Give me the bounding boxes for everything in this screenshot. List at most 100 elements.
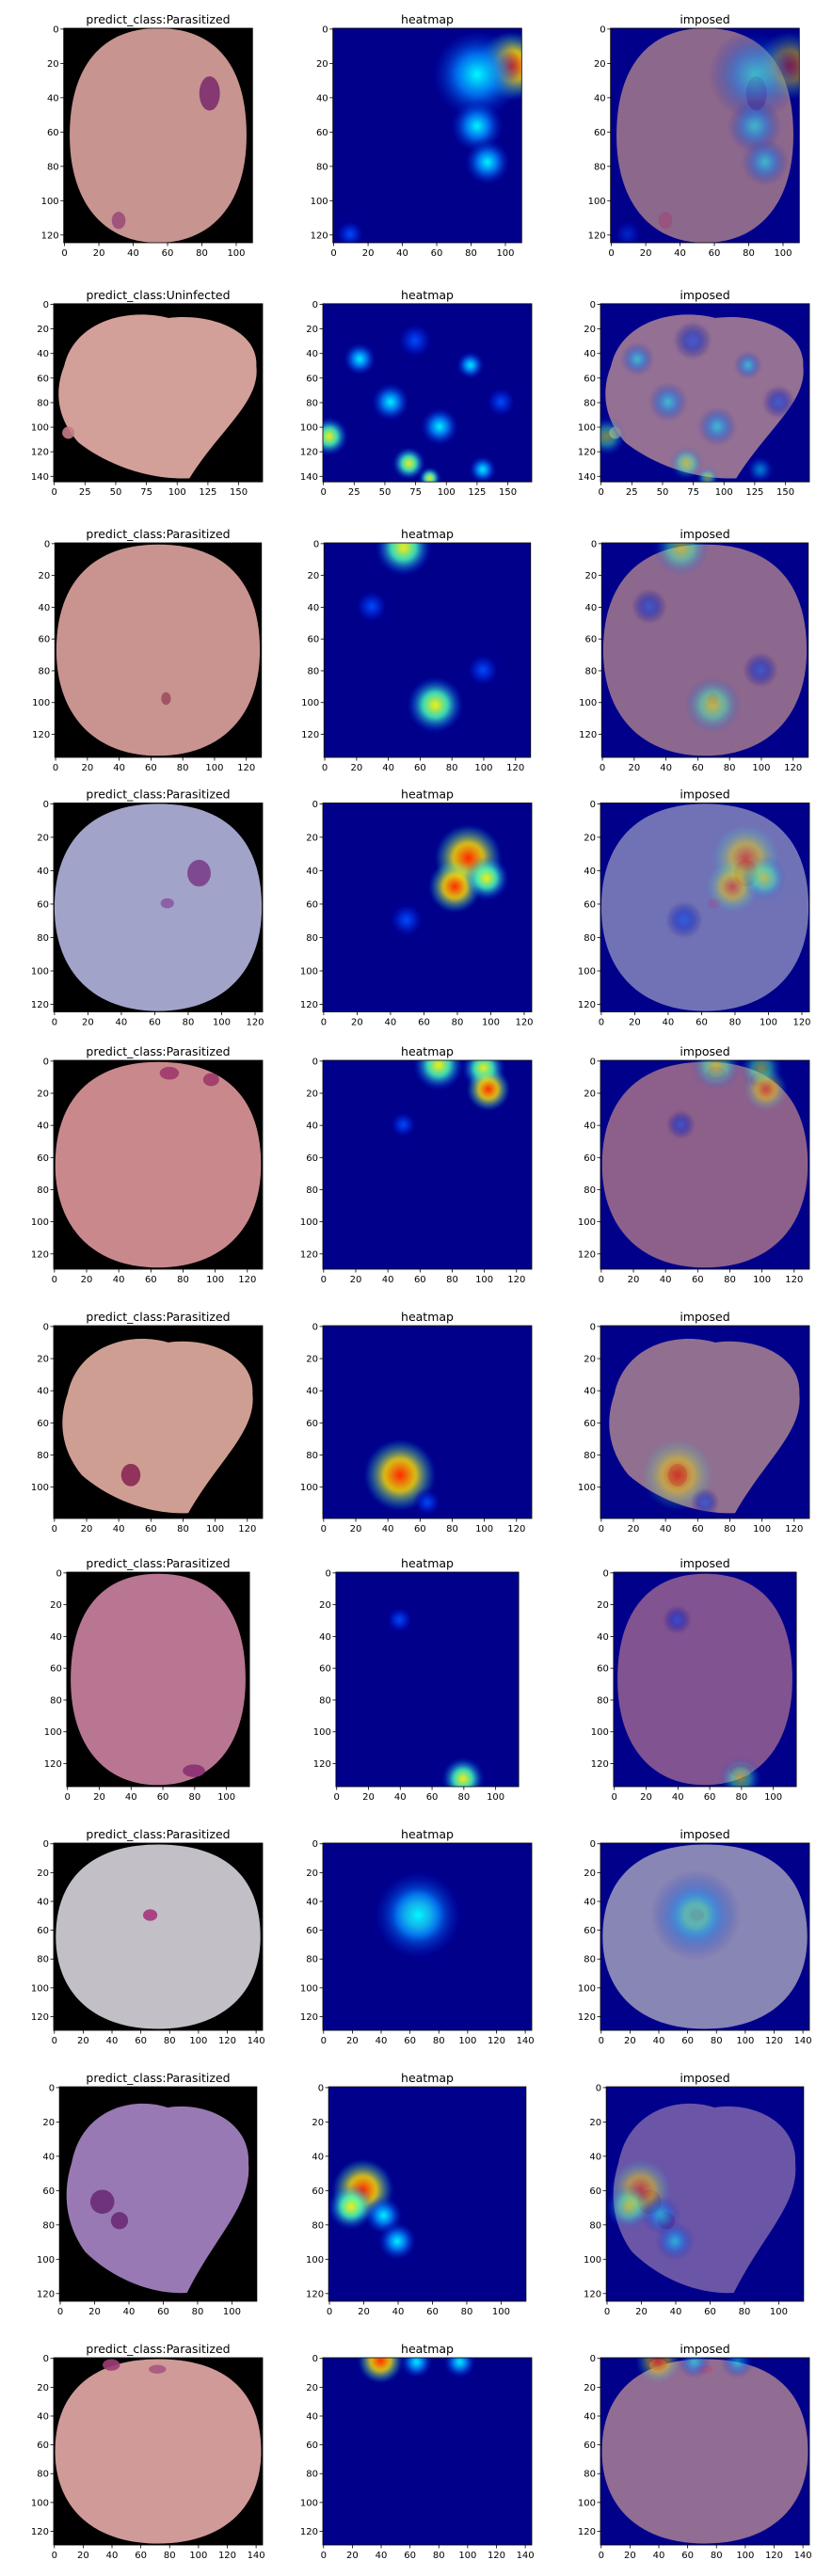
x-tick-label: 40	[382, 1524, 394, 1534]
x-tick-label: 60	[692, 1275, 704, 1285]
x-tick-label: 120	[506, 763, 524, 773]
y-tick-label: 60	[319, 1664, 331, 1675]
heat-spot	[456, 351, 485, 379]
axes-frame	[332, 27, 522, 244]
panel-original-5: predict_class:Parasitized 0 20 40 60 80 100 120…	[31, 1044, 264, 1285]
y-tick-label: 0	[53, 24, 58, 35]
y-tick-label: 100	[578, 1217, 596, 1228]
x-tick-label: 20	[351, 1018, 363, 1028]
y-tick-label: 60	[37, 2441, 49, 2451]
y-tick-label: 20	[584, 571, 597, 581]
x-tick-label: 20	[346, 2551, 359, 2561]
x-tick-label: 40	[653, 2551, 665, 2561]
y-tick-label: 20	[42, 2118, 55, 2128]
x-tick-label: 80	[177, 1524, 189, 1534]
x-tick-label: 120	[488, 2551, 505, 2561]
y-tick-label: 100	[300, 1483, 318, 1493]
y-tick-label: 0	[590, 2354, 596, 2364]
panel-title-original: predict_class:Parasitized	[86, 1310, 230, 1324]
y-tick-label: 80	[584, 1185, 596, 1196]
x-tick-label: 25	[626, 487, 638, 498]
panel-title-imposed: imposed	[680, 1556, 729, 1570]
heatmap-background	[323, 803, 532, 1012]
axes-frame	[322, 2357, 533, 2546]
axes-frame	[600, 2357, 810, 2546]
x-tick-label: 50	[110, 487, 122, 498]
y-tick-label: 100	[584, 2255, 601, 2266]
cell-shape	[54, 803, 263, 1011]
y-tick-label: 100	[301, 698, 319, 708]
x-tick-label: 40	[670, 2307, 682, 2317]
x-tick-label: 40	[106, 2551, 119, 2561]
axes-frame	[605, 2086, 805, 2302]
y-tick-label: 20	[306, 1089, 318, 1100]
heat-spot	[742, 139, 788, 185]
x-tick-label: 100	[774, 248, 792, 259]
cell-shape	[58, 314, 257, 479]
y-tick-label: 0	[312, 1839, 318, 1850]
heat-spot	[635, 2357, 680, 2383]
y-tick-label: 20	[37, 2383, 49, 2393]
panel-title-imposed: imposed	[680, 1044, 729, 1058]
y-tick-label: 0	[43, 300, 49, 310]
x-tick-label: 60	[145, 763, 157, 773]
panel-original-1: predict_class:Parasitized 0 20 40 60 80 100 0 20…	[41, 12, 253, 259]
heat-spot	[721, 2357, 754, 2378]
heat-spot	[606, 2184, 651, 2230]
y-tick-label: 20	[312, 2118, 324, 2128]
panel-title-imposed: imposed	[680, 787, 729, 802]
heat-spot	[419, 467, 441, 483]
parasite-stain	[183, 1764, 205, 1777]
heat-spot	[378, 2222, 417, 2261]
panel-heatmap-10: heatmap 0 20 40 60 80 100 120 140 0 20 40 60 80 100 120	[300, 2342, 535, 2561]
axes-frame	[600, 542, 809, 758]
x-tick-label: 0	[612, 1792, 617, 1803]
x-tick-label: 75	[687, 487, 699, 498]
x-tick-label: 80	[177, 763, 189, 773]
panel-title-imposed: imposed	[680, 1310, 729, 1324]
parasite-stain	[161, 692, 171, 706]
x-tick-label: 120	[765, 2036, 783, 2046]
panel-original-3: predict_class:Parasitized 0 20 40 60 80 100 120…	[32, 527, 263, 773]
panel-original-10: predict_class:Parasitized 0 20 40 60 80 100 120…	[31, 2342, 265, 2561]
panel-title-imposed: imposed	[680, 1827, 729, 1841]
x-tick-label: 100	[764, 1792, 782, 1803]
y-tick-label: 0	[43, 1057, 49, 1067]
x-tick-label: 100	[223, 2307, 241, 2317]
y-tick-label: 40	[307, 603, 319, 613]
x-tick-label: 0	[52, 1018, 57, 1028]
y-tick-label: 100	[578, 1983, 596, 1994]
panel-original-8: predict_class:Parasitized 0 20 40 60 80 100 120…	[31, 1827, 265, 2046]
x-tick-label: 20	[93, 1792, 105, 1803]
panel-title-original: predict_class:Parasitized	[86, 1556, 230, 1570]
y-tick-label: 60	[306, 2441, 318, 2451]
y-tick-label: 120	[31, 2012, 49, 2023]
y-tick-label: 20	[306, 833, 318, 843]
y-tick-label: 20	[584, 833, 596, 843]
x-tick-label: 60	[145, 1275, 157, 1285]
x-tick-label: 100	[458, 2551, 476, 2561]
x-tick-label: 40	[663, 1018, 675, 1028]
y-tick-label: 80	[37, 1451, 49, 1461]
axes-frame	[322, 803, 533, 1012]
panel-title-imposed: imposed	[680, 288, 729, 302]
y-tick-label: 0	[312, 1322, 318, 1332]
y-tick-label: 80	[307, 666, 319, 676]
x-tick-label: 60	[704, 1792, 716, 1803]
x-tick-label: 80	[446, 763, 458, 773]
y-tick-label: 60	[37, 1153, 49, 1164]
x-tick-label: 60	[135, 2036, 147, 2046]
heat-spot	[684, 676, 742, 733]
panel-original-2: predict_class:Uninfected 0 25 50 75 100 125 150…	[31, 288, 264, 498]
panel-imposed-10: imposed 0 20 40 60 80 100 120 140 0 20 40 60 80 100 120	[578, 2342, 812, 2561]
x-tick-label: 40	[674, 248, 686, 259]
x-tick-label: 80	[724, 1275, 736, 1285]
axes-frame	[53, 2357, 264, 2546]
y-tick-label: 40	[584, 2411, 596, 2422]
y-tick-label: 0	[312, 1057, 318, 1067]
y-tick-label: 120	[300, 448, 318, 458]
heat-spot	[652, 543, 710, 576]
x-tick-label: 20	[362, 248, 375, 259]
parasite-stain	[110, 2212, 129, 2230]
